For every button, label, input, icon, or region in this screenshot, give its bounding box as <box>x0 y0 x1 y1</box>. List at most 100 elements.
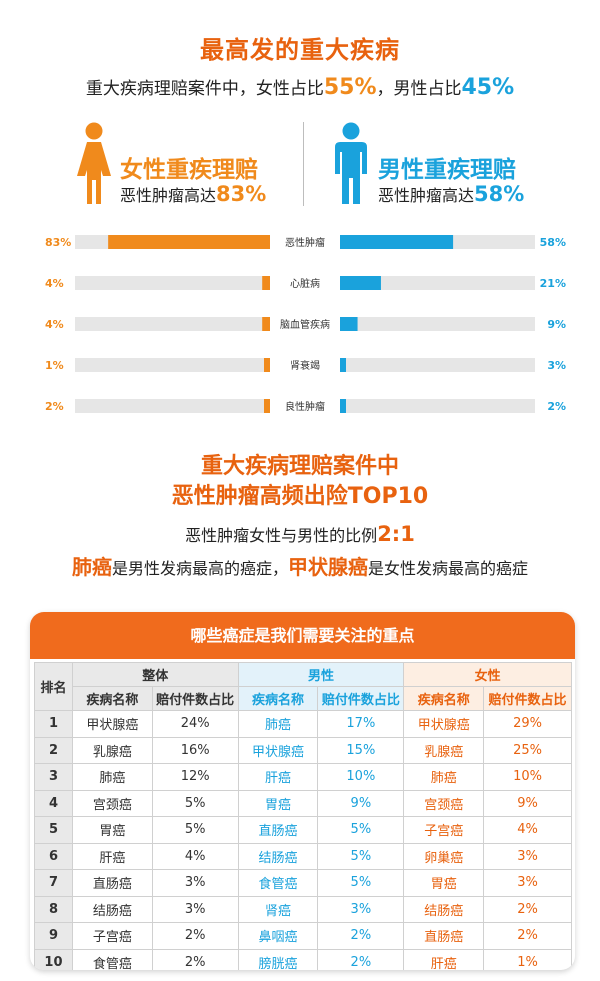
male-ratio-cell: 5% <box>317 869 405 897</box>
female-top-cancer: 甲状腺癌 <box>288 555 368 579</box>
female-value-label: 4% <box>45 318 64 331</box>
male-ratio-cell: 15% <box>317 736 405 764</box>
rank-cell: 8 <box>34 895 73 923</box>
male-name-cell: 肺癌 <box>237 710 319 738</box>
overall-ratio-cell: 2% <box>151 922 239 950</box>
col-header-ratio: 赔付件数占比 <box>317 686 405 711</box>
female-name-cell: 乳腺癌 <box>403 736 485 764</box>
female-ratio-cell: 1% <box>483 948 572 970</box>
female-ratio-cell: 9% <box>483 789 572 817</box>
overall-ratio-cell: 12% <box>151 763 239 791</box>
male-group-title: 男性重疾理赔 <box>378 157 516 183</box>
subtitle-prefix: 重大疾病理赔案件中，女性占比 <box>85 79 324 99</box>
female-group-subtitle: 恶性肿瘤高达83% <box>120 182 266 206</box>
male-group-subtitle: 恶性肿瘤高达58% <box>378 182 524 206</box>
ratio-value: 2:1 <box>377 522 415 546</box>
group-header-male: 男性 <box>237 662 405 687</box>
category-label: 脑血管疾病 <box>280 318 330 331</box>
rank-cell: 9 <box>34 922 73 950</box>
female-top-cancer-text: 是女性发病最高的癌症 <box>368 559 529 578</box>
male-name-cell: 鼻咽癌 <box>237 922 319 950</box>
male-bar-track <box>340 399 535 413</box>
male-value-label: 2% <box>547 400 566 413</box>
female-bar-track <box>75 317 270 331</box>
male-name-cell: 结肠癌 <box>237 842 319 870</box>
table-row: 10 食管癌 2% 膀胱癌 2% 肝癌 1% <box>34 948 572 970</box>
page-title: 最高发的重大疾病 <box>200 36 400 64</box>
overall-name-cell: 结肠癌 <box>71 895 153 923</box>
col-header-name: 疾病名称 <box>403 686 485 711</box>
male-value-label: 21% <box>540 277 566 290</box>
rank-cell: 2 <box>34 736 73 764</box>
rank-cell: 5 <box>34 816 73 844</box>
female-figure-icon <box>77 122 111 204</box>
table-row: 5 胃癌 5% 直肠癌 5% 子宫癌 4% <box>34 816 572 844</box>
female-group-subtitle-text: 恶性肿瘤高达 <box>120 186 217 205</box>
rank-cell: 3 <box>34 763 73 791</box>
male-malignant-pct: 58% <box>474 182 525 206</box>
subtitle-middle: ，男性占比 <box>376 79 462 99</box>
rank-cell: 1 <box>34 710 73 738</box>
ratio-line: 恶性肿瘤女性与男性的比例2:1 <box>0 522 600 546</box>
female-malignant-pct: 83% <box>216 182 267 206</box>
table-row: 1 甲状腺癌 24% 肺癌 17% 甲状腺癌 29% <box>34 710 572 738</box>
table-row: 2 乳腺癌 16% 甲状腺癌 15% 乳腺癌 25% <box>34 736 572 764</box>
female-value-label: 83% <box>45 236 71 249</box>
female-bar <box>262 276 270 290</box>
male-bar <box>340 317 358 331</box>
female-name-cell: 肝癌 <box>403 948 485 970</box>
overall-ratio-cell: 3% <box>151 895 239 923</box>
section2-title-line2: 恶性肿瘤高频出险TOP10 <box>171 484 429 509</box>
male-name-cell: 直肠癌 <box>237 816 319 844</box>
ratio-text: 恶性肿瘤女性与男性的比例 <box>185 526 378 545</box>
male-value-label: 9% <box>547 318 566 331</box>
rank-header: 排名 <box>34 662 73 711</box>
male-ratio-cell: 9% <box>317 789 405 817</box>
male-bar <box>340 276 381 290</box>
overall-name-cell: 乳腺癌 <box>71 736 153 764</box>
male-bar-track <box>340 358 535 372</box>
female-ratio-cell: 29% <box>483 710 572 738</box>
rank-cell: 6 <box>34 842 73 870</box>
group-header-female: 女性 <box>403 662 572 687</box>
male-name-cell: 甲状腺癌 <box>237 736 319 764</box>
female-ratio-cell: 25% <box>483 736 572 764</box>
female-bar <box>262 317 270 331</box>
female-name-cell: 肺癌 <box>403 763 485 791</box>
female-bar-track <box>75 358 270 372</box>
female-group-title: 女性重疾理赔 <box>120 157 258 183</box>
female-ratio-cell: 2% <box>483 922 572 950</box>
overall-ratio-cell: 4% <box>151 842 239 870</box>
overall-name-cell: 肺癌 <box>71 763 153 791</box>
rank-cell: 10 <box>34 948 73 970</box>
male-share-value: 45% <box>461 75 515 100</box>
male-ratio-cell: 5% <box>317 842 405 870</box>
male-name-cell: 食管癌 <box>237 869 319 897</box>
highlight-line: 肺癌是男性发病最高的癌症，甲状腺癌是女性发病最高的癌症 <box>0 551 600 580</box>
female-value-label: 2% <box>45 400 64 413</box>
table-row: 3 肺癌 12% 肝癌 10% 肺癌 10% <box>34 763 572 791</box>
female-bar-track <box>75 399 270 413</box>
overall-name-cell: 宫颈癌 <box>71 789 153 817</box>
male-bar-track <box>340 317 535 331</box>
female-value-label: 1% <box>45 359 64 372</box>
female-name-cell: 卵巢癌 <box>403 842 485 870</box>
male-name-cell: 膀胱癌 <box>237 948 319 970</box>
male-name-cell: 肾癌 <box>237 895 319 923</box>
overall-name-cell: 肝癌 <box>71 842 153 870</box>
male-ratio-cell: 10% <box>317 763 405 791</box>
male-top-cancer: 肺癌 <box>71 555 112 579</box>
category-label: 心脏病 <box>290 277 320 290</box>
male-name-cell: 肝癌 <box>237 763 319 791</box>
table-row: 8 结肠癌 3% 肾癌 3% 结肠癌 2% <box>34 895 572 923</box>
section2-title-line1: 重大疾病理赔案件中 <box>200 454 399 479</box>
table-banner: 哪些癌症是我们需要关注的重点 <box>30 612 575 659</box>
female-name-cell: 子宫癌 <box>403 816 485 844</box>
female-ratio-cell: 10% <box>483 763 572 791</box>
female-bar-track <box>75 276 270 290</box>
overall-name-cell: 甲状腺癌 <box>71 710 153 738</box>
rank-cell: 4 <box>34 789 73 817</box>
col-header-name: 疾病名称 <box>71 686 153 711</box>
overall-ratio-cell: 24% <box>151 710 239 738</box>
table-row: 7 直肠癌 3% 食管癌 5% 胃癌 3% <box>34 869 572 897</box>
